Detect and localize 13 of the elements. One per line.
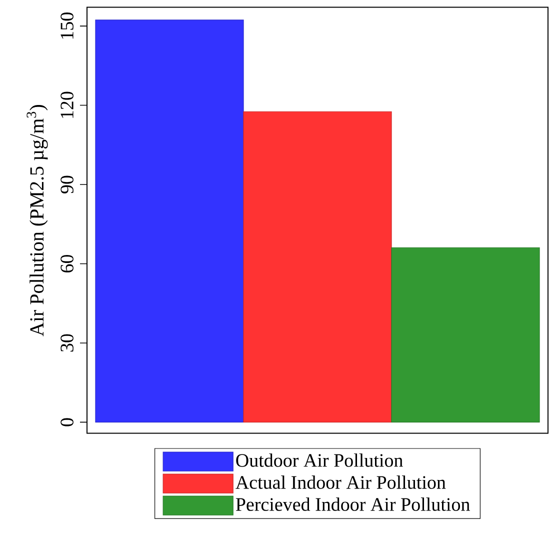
y-tick-label: 120 bbox=[60, 92, 74, 118]
y-axis-title: Air Pollution (PM2.5 µg/m$^{3}$) bbox=[26, 104, 48, 336]
legend-label: Outdoor Air Pollution bbox=[236, 454, 403, 467]
y-tick-label: 150 bbox=[60, 12, 74, 39]
legend-label: Actual Indoor Air Pollution bbox=[236, 476, 446, 489]
y-tick-label: 0 bbox=[60, 418, 74, 426]
y-tick-label: 60 bbox=[60, 254, 74, 272]
bar bbox=[243, 111, 392, 423]
legend-label: Percieved Indoor Air Pollution bbox=[236, 498, 470, 511]
y-tick-label: 90 bbox=[60, 176, 74, 194]
bar bbox=[391, 247, 540, 423]
bar bbox=[95, 20, 244, 423]
y-tick-label: 30 bbox=[60, 334, 74, 352]
